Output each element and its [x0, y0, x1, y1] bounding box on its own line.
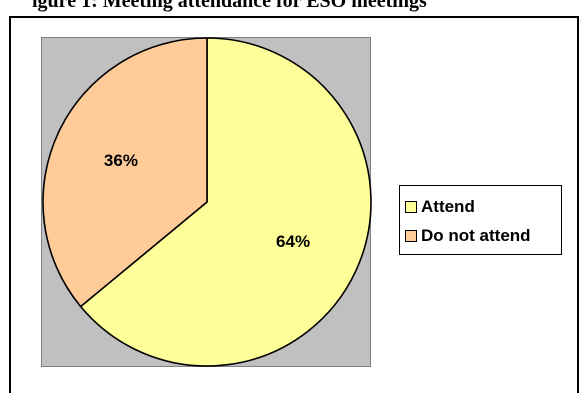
pie-slice-attend — [79, 37, 372, 367]
pie-slice-do-not-attend — [42, 37, 208, 308]
legend-item-do-not-attend: Do not attend — [405, 221, 561, 250]
pie-slices — [42, 37, 372, 367]
legend-item-attend: Attend — [405, 192, 561, 221]
chart-frame — [9, 16, 579, 393]
legend-swatch-attend — [405, 200, 417, 213]
legend-swatch-do-not-attend — [405, 229, 417, 242]
legend-label-do-not-attend: Do not attend — [421, 225, 531, 245]
legend-label-attend: Attend — [421, 196, 475, 216]
data-label-do-not-attend: 36% — [104, 151, 138, 170]
figure-title: igure 1: Meeting attendance for ESO meet… — [32, 0, 427, 12]
legend: Attend Do not attend — [399, 185, 562, 255]
pie-data-labels: 64% 36% — [104, 151, 310, 251]
data-label-attend: 64% — [276, 232, 310, 251]
